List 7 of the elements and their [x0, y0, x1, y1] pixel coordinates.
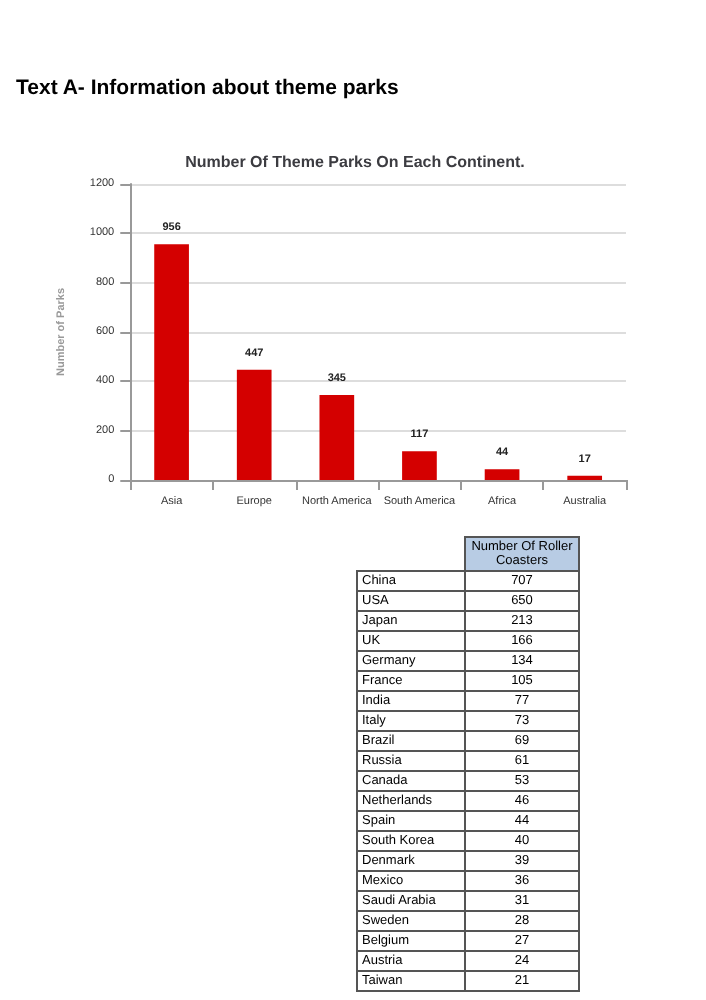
bar [402, 451, 437, 480]
bar [484, 469, 520, 480]
bar [154, 244, 189, 480]
chart-title: Text A- Information about theme parks [16, 76, 399, 100]
chart-subtitle: Number Of Theme Parks On Each Continent. [185, 153, 525, 171]
bar [236, 369, 272, 480]
bar [319, 394, 355, 480]
